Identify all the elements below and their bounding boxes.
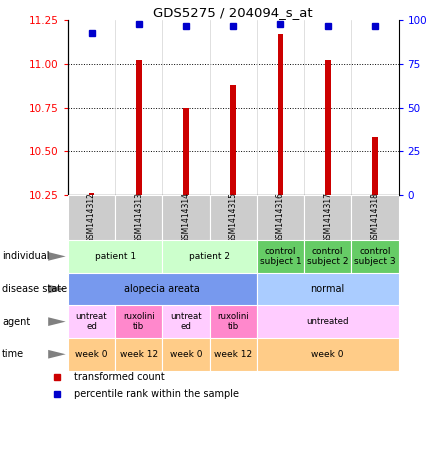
Bar	[162, 240, 257, 273]
Polygon shape	[48, 284, 66, 294]
Text: GSM1414313: GSM1414313	[134, 192, 143, 243]
Bar	[257, 195, 304, 240]
Bar	[372, 137, 378, 195]
Bar	[68, 305, 115, 338]
Text: control
subject 2: control subject 2	[307, 247, 349, 266]
Text: ruxolini
tib: ruxolini tib	[217, 312, 249, 331]
Bar	[210, 305, 257, 338]
Bar	[257, 240, 304, 273]
Text: untreated: untreated	[307, 317, 349, 326]
Bar	[230, 85, 236, 195]
Text: GSM1414318: GSM1414318	[371, 192, 379, 243]
Text: patient 1: patient 1	[95, 252, 136, 261]
Bar	[351, 195, 399, 240]
Text: GSM1414316: GSM1414316	[276, 192, 285, 243]
Text: patient 2: patient 2	[189, 252, 230, 261]
Text: week 0: week 0	[311, 350, 344, 359]
Bar	[304, 240, 351, 273]
Text: control
subject 1: control subject 1	[260, 247, 301, 266]
Text: control
subject 3: control subject 3	[354, 247, 396, 266]
Text: week 0: week 0	[75, 350, 108, 359]
Bar	[68, 195, 115, 240]
Polygon shape	[48, 350, 66, 359]
Text: week 12: week 12	[214, 350, 252, 359]
Text: agent: agent	[2, 317, 30, 327]
Text: GSM1414317: GSM1414317	[323, 192, 332, 243]
Bar	[210, 195, 257, 240]
Bar	[162, 338, 210, 371]
Text: ruxolini
tib: ruxolini tib	[123, 312, 155, 331]
Text: week 0: week 0	[170, 350, 202, 359]
Bar	[162, 305, 210, 338]
Bar	[68, 240, 162, 273]
Bar	[257, 338, 399, 371]
Bar	[115, 305, 162, 338]
Text: disease state: disease state	[2, 284, 67, 294]
Bar	[68, 273, 257, 305]
Bar	[351, 240, 399, 273]
Text: untreat
ed: untreat ed	[76, 312, 107, 331]
Bar	[278, 34, 283, 195]
Bar	[257, 305, 399, 338]
Text: percentile rank within the sample: percentile rank within the sample	[74, 389, 239, 399]
Bar	[136, 61, 141, 195]
Bar	[210, 338, 257, 371]
Text: alopecia areata: alopecia areata	[124, 284, 200, 294]
Title: GDS5275 / 204094_s_at: GDS5275 / 204094_s_at	[153, 6, 313, 19]
Text: week 12: week 12	[120, 350, 158, 359]
Bar	[325, 61, 331, 195]
Text: transformed count: transformed count	[74, 372, 165, 382]
Polygon shape	[48, 317, 66, 326]
Bar	[304, 195, 351, 240]
Polygon shape	[48, 252, 66, 261]
Text: normal: normal	[311, 284, 345, 294]
Bar	[88, 193, 94, 195]
Bar	[162, 195, 210, 240]
Text: GSM1414315: GSM1414315	[229, 192, 238, 243]
Text: time: time	[2, 349, 25, 359]
Text: untreat
ed: untreat ed	[170, 312, 202, 331]
Bar	[183, 107, 189, 195]
Bar	[115, 338, 162, 371]
Bar	[115, 195, 162, 240]
Text: individual: individual	[2, 251, 49, 261]
Bar	[68, 338, 115, 371]
Text: GSM1414314: GSM1414314	[181, 192, 191, 243]
Bar	[257, 273, 399, 305]
Text: GSM1414312: GSM1414312	[87, 192, 96, 243]
